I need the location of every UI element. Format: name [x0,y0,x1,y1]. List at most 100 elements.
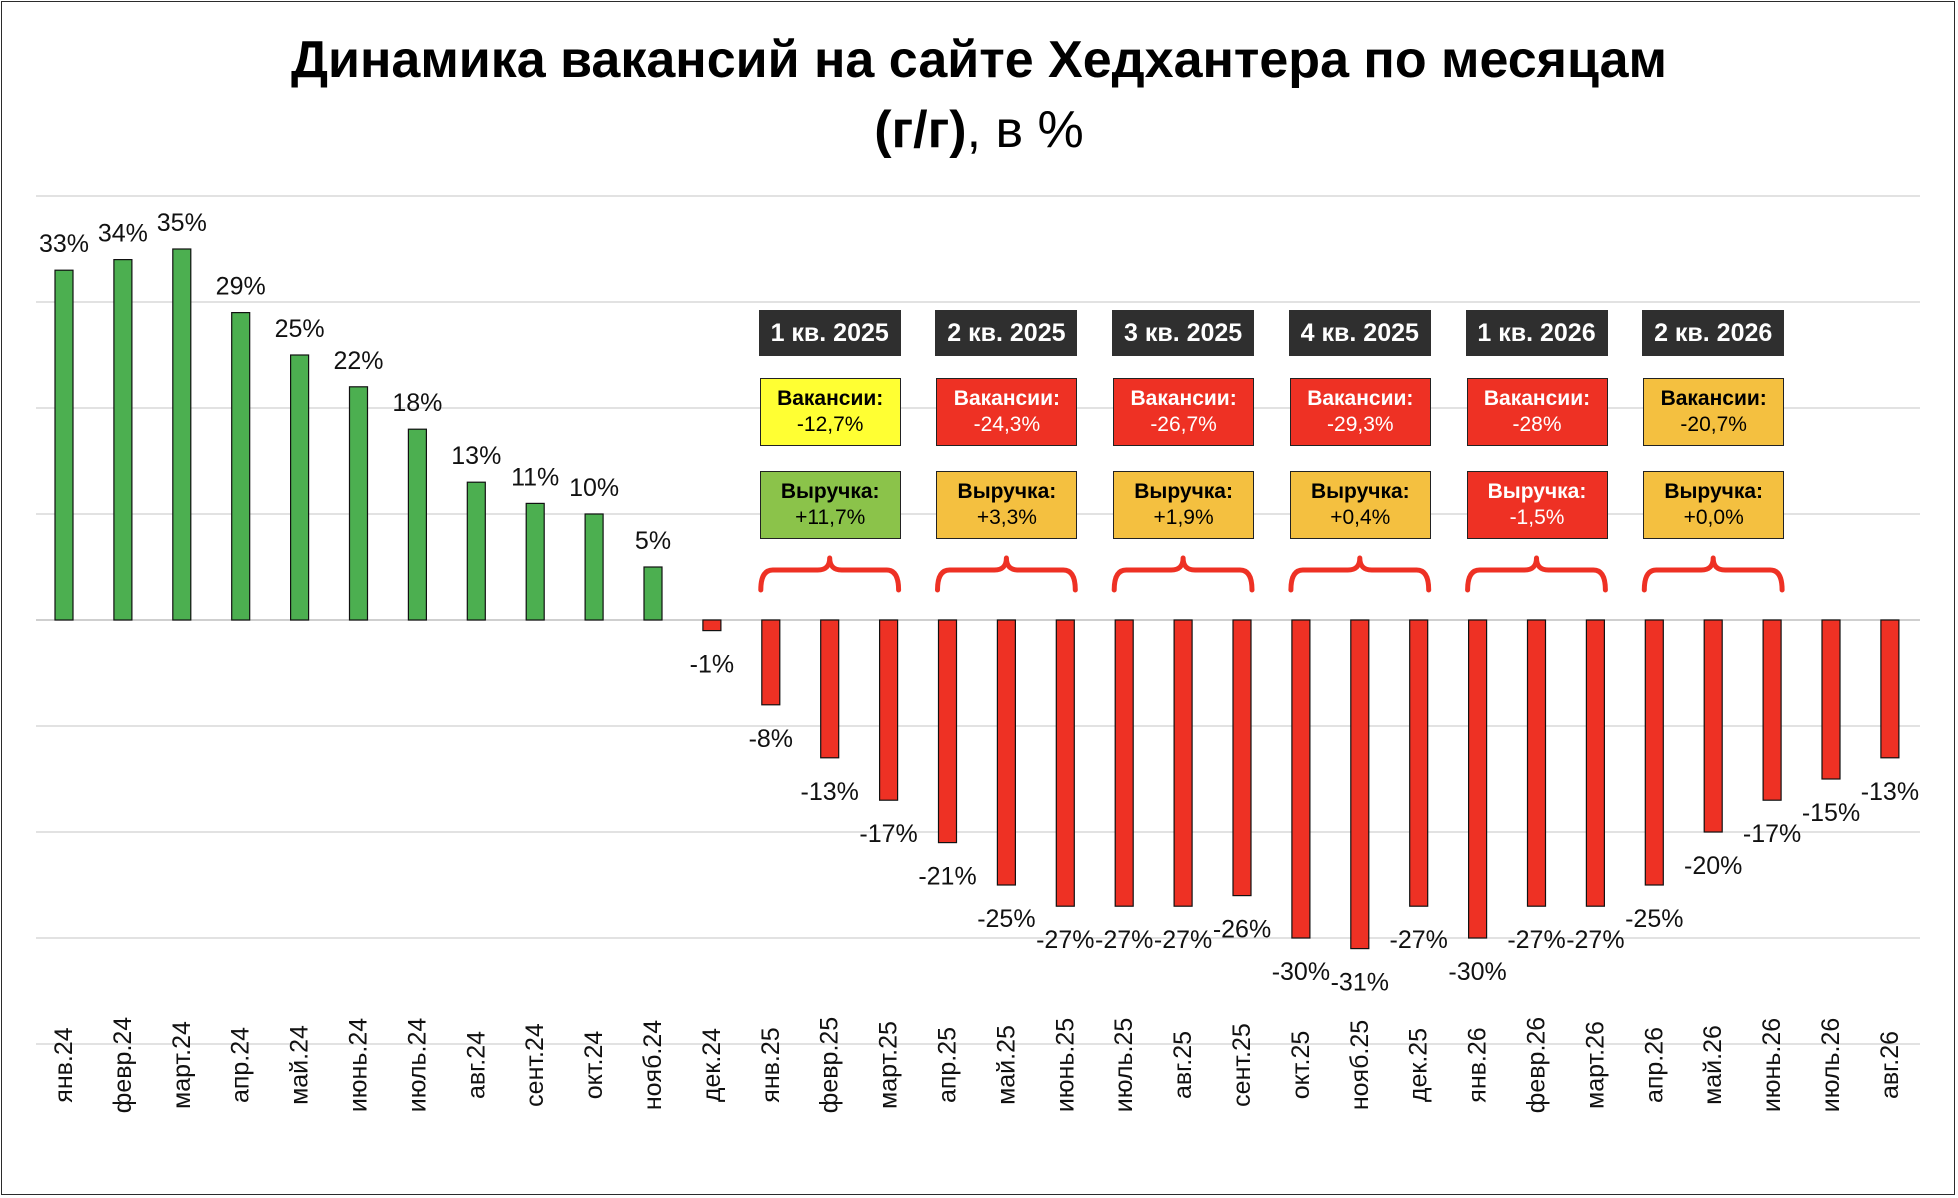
data-label: 10% [569,474,619,502]
vacancies-box: Вакансии: -24,3% [936,378,1078,446]
data-label: -27% [1566,926,1624,954]
category-label: февр.25 [816,1017,844,1113]
revenue-box: Выручка: +0,0% [1643,471,1785,539]
data-label: -27% [1507,926,1565,954]
data-label: -25% [977,905,1035,933]
bar-июль.24 [407,428,427,621]
category-label: март.24 [168,1021,196,1109]
bar-авг.25 [1173,619,1193,907]
data-label: -27% [1154,926,1212,954]
bar-май.24 [290,354,310,621]
data-label: -30% [1448,958,1506,986]
chart-title: Динамика вакансий на сайте Хедхантера по… [290,31,1668,89]
category-label: янв.24 [50,1027,78,1102]
bar-окт.25 [1291,619,1311,939]
revenue-box-value: -1,5% [1509,506,1565,529]
chart-subtitle: (г/г), в % [0,100,1958,160]
vacancies-box-value: -28% [1512,413,1562,436]
category-label: июнь.25 [1051,1018,1079,1112]
revenue-box-label: Выручка: [1664,480,1764,503]
category-label: март.25 [875,1021,903,1109]
category-label: сент.24 [521,1023,549,1107]
data-label: -31% [1331,969,1389,997]
category-label: февр.26 [1523,1017,1551,1113]
vacancies-box-value: -29,3% [1327,413,1394,436]
category-label: май.24 [286,1025,314,1105]
vacancies-box-label: Вакансии: [1483,387,1591,410]
data-label: -8% [749,725,793,753]
vacancies-box: Вакансии: -20,7% [1643,378,1785,446]
vacancies-box: Вакансии: -12,7% [759,378,901,446]
revenue-box: Выручка: +0,4% [1289,471,1431,539]
data-label: 35% [157,209,207,237]
bar-май.26 [1703,619,1723,833]
bar-июль.25 [1114,619,1134,907]
data-label: -13% [801,778,859,806]
revenue-box: Выручка: +3,3% [936,471,1078,539]
data-label: -15% [1802,799,1860,827]
revenue-box-value: +0,0% [1683,506,1744,529]
vacancies-box-label: Вакансии: [1660,387,1767,410]
data-label: 22% [333,347,383,375]
data-label: 34% [98,220,148,248]
data-label: -17% [1743,820,1801,848]
category-label: нояб.25 [1346,1020,1374,1110]
bar-янв.24 [54,269,74,621]
bar-апр.26 [1644,619,1664,886]
category-label: май.26 [1699,1025,1727,1105]
data-label: 18% [392,389,442,417]
bar-нояб.24 [643,566,663,621]
category-label: авг.25 [1169,1031,1197,1099]
data-label: 29% [216,273,266,301]
revenue-box-label: Выручка: [957,480,1057,503]
bar-март.24 [172,248,192,621]
bar-янв.25 [761,619,781,706]
data-label: -20% [1684,852,1742,880]
data-label: -27% [1095,926,1153,954]
data-label: -26% [1213,916,1271,944]
data-label: -1% [690,651,734,679]
quarter-bracket [1465,555,1608,593]
vacancies-box: Вакансии: -29,3% [1289,378,1431,446]
data-label: -27% [1036,926,1094,954]
data-label: 11% [511,463,559,491]
category-label: апр.24 [227,1027,255,1103]
bar-март.26 [1585,619,1606,907]
category-label: янв.25 [757,1027,785,1102]
bar-авг.26 [1880,619,1900,759]
category-label: нояб.24 [639,1020,667,1110]
revenue-box: Выручка: +11,7% [759,471,901,539]
vacancies-box-label: Вакансии: [953,387,1060,410]
bar-февр.26 [1526,619,1547,907]
data-label: 13% [451,442,501,470]
category-label: март.26 [1581,1021,1609,1109]
data-label: -17% [859,820,917,848]
data-label: 5% [635,527,671,555]
quarter-label: 2 кв. 2026 [1642,310,1785,356]
category-label: июнь.26 [1758,1018,1786,1112]
revenue-box-value: +3,3% [976,506,1037,529]
data-label: -13% [1861,778,1919,806]
subtitle-rest: , в % [966,101,1084,159]
revenue-box: Выручка: -1,5% [1466,471,1608,539]
bar-апр.25 [937,619,958,844]
vacancies-box-label: Вакансии: [1130,387,1237,410]
bar-окт.24 [584,513,604,621]
category-label: окт.25 [1287,1031,1315,1100]
bar-янв.26 [1467,619,1488,939]
bar-апр.24 [231,312,251,621]
quarter-bracket [1111,555,1255,593]
data-label: 25% [275,315,325,343]
category-label: дек.24 [698,1028,726,1102]
revenue-box-value: +11,7% [795,506,866,529]
bar-июнь.25 [1055,619,1075,907]
revenue-box-label: Выручка: [780,480,880,503]
quarter-bracket [935,555,1078,593]
quarter-label: 4 кв. 2025 [1288,310,1431,356]
category-label: февр.24 [109,1017,137,1114]
quarter-label: 2 кв. 2025 [935,310,1078,356]
category-label: авг.26 [1876,1031,1904,1099]
vacancies-box-label: Вакансии: [777,387,884,410]
